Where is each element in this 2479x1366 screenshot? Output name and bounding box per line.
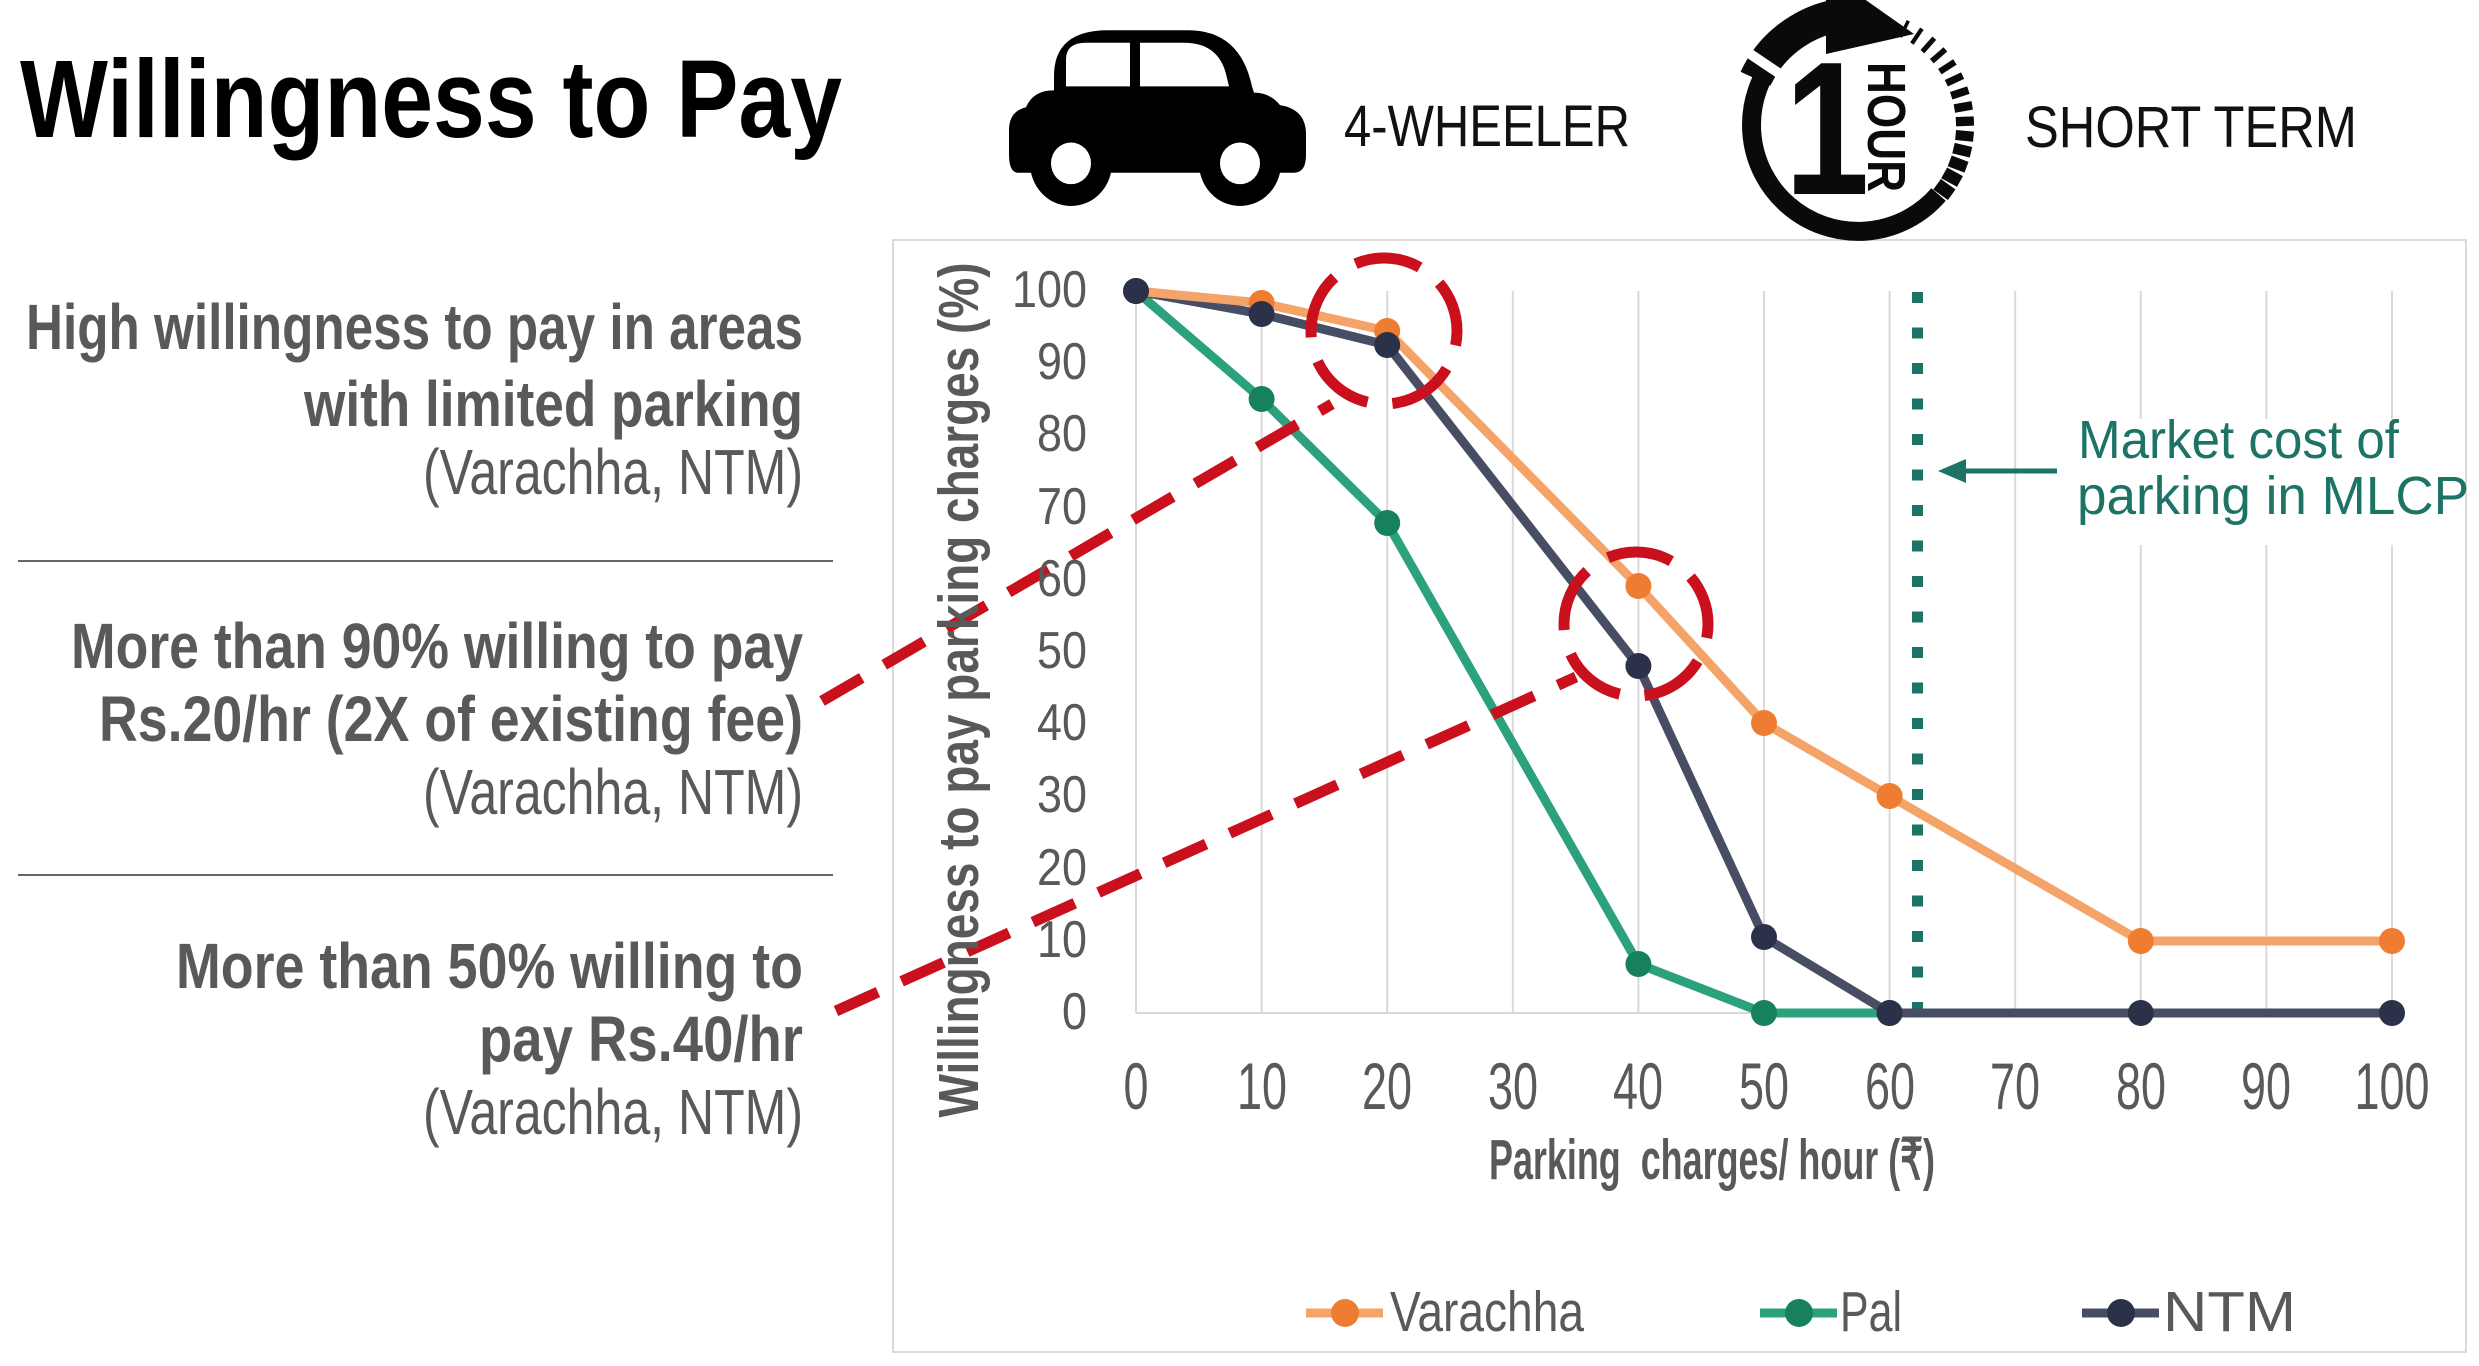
svg-text:40: 40 — [1037, 694, 1087, 752]
svg-text:40: 40 — [1613, 1049, 1663, 1123]
svg-text:Market cost of: Market cost of — [2078, 410, 2400, 470]
svg-text:90: 90 — [1037, 333, 1087, 391]
svg-text:10: 10 — [1237, 1049, 1287, 1123]
svg-text:0: 0 — [1062, 983, 1087, 1041]
svg-text:90: 90 — [2241, 1049, 2291, 1123]
svg-text:30: 30 — [1488, 1049, 1538, 1123]
svg-text:HOUR: HOUR — [1856, 62, 1916, 192]
svg-text:50: 50 — [1037, 622, 1087, 680]
svg-text:Rs.20/hr (2X of existing fee): Rs.20/hr (2X of existing fee) — [99, 683, 803, 755]
svg-text:Willingness to Pay: Willingness to Pay — [20, 38, 842, 161]
svg-text:(Varachha, NTM): (Varachha, NTM) — [423, 436, 803, 508]
svg-text:NTM: NTM — [2163, 1280, 2296, 1344]
svg-text:50: 50 — [1739, 1049, 1789, 1123]
svg-text:with limited parking: with limited parking — [303, 368, 803, 440]
svg-text:60: 60 — [1865, 1049, 1915, 1123]
svg-text:1: 1 — [1785, 23, 1870, 235]
svg-text:More than 90% willing to pay: More than 90% willing to pay — [71, 610, 803, 682]
svg-text:High willingness to pay in are: High willingness to pay in areas — [26, 291, 803, 363]
svg-text:SHORT TERM: SHORT TERM — [2025, 95, 2357, 160]
svg-text:(Varachha, NTM): (Varachha, NTM) — [423, 1076, 803, 1148]
svg-text:60: 60 — [1037, 550, 1087, 608]
svg-text:100: 100 — [2355, 1049, 2430, 1123]
svg-text:10: 10 — [1037, 911, 1087, 969]
svg-text:100: 100 — [1012, 261, 1087, 319]
svg-text:0: 0 — [1124, 1049, 1149, 1123]
svg-text:parking in MLCP: parking in MLCP — [2077, 466, 2469, 526]
svg-text:70: 70 — [1990, 1049, 2040, 1123]
svg-text:30: 30 — [1037, 766, 1087, 824]
svg-text:pay Rs.40/hr: pay Rs.40/hr — [479, 1003, 803, 1075]
svg-text:Parking charges/ hour (₹): Parking charges/ hour (₹) — [1489, 1128, 1935, 1192]
svg-text:More than 50% willing to: More than 50% willing to — [176, 930, 803, 1002]
svg-text:80: 80 — [2116, 1049, 2166, 1123]
svg-text:70: 70 — [1037, 478, 1087, 536]
svg-text:Pal: Pal — [1840, 1280, 1902, 1344]
svg-text:(Varachha, NTM): (Varachha, NTM) — [423, 756, 803, 828]
svg-text:20: 20 — [1037, 839, 1087, 897]
svg-text:4-WHEELER: 4-WHEELER — [1344, 94, 1630, 159]
svg-text:Varachha: Varachha — [1390, 1280, 1584, 1344]
svg-text:Willingness to pay parking cha: Willingness to pay parking charges (%) — [927, 263, 991, 1118]
svg-text:80: 80 — [1037, 405, 1087, 463]
svg-text:20: 20 — [1362, 1049, 1412, 1123]
